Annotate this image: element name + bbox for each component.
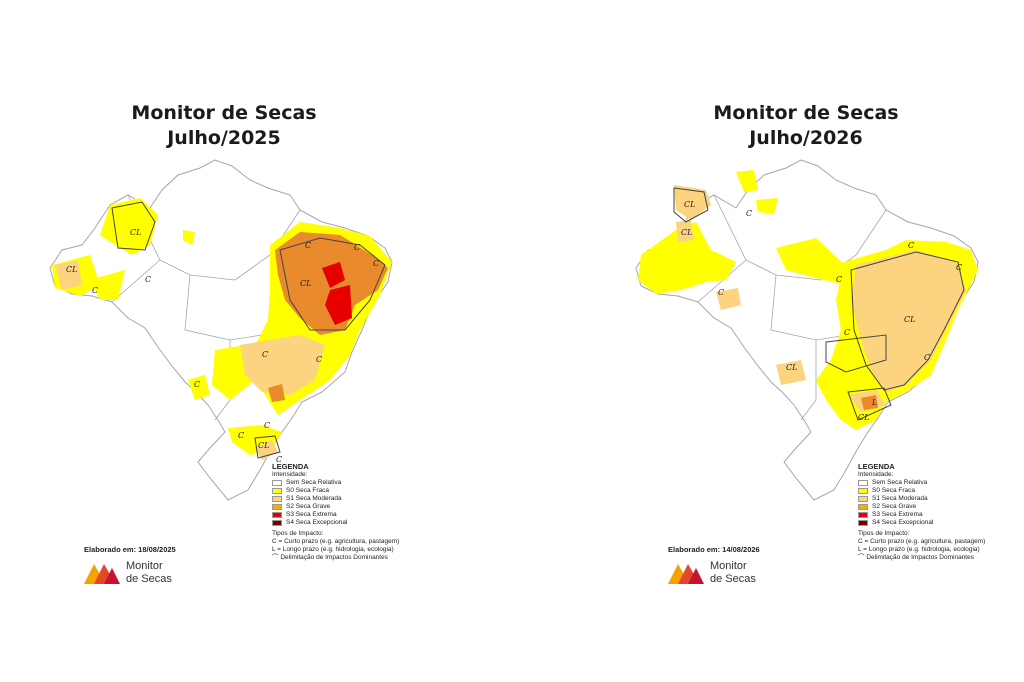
legend-item: Sem Seca Relativa <box>858 479 985 487</box>
legend-item: S4 Seca Excepcional <box>858 519 985 527</box>
brazil-drought-map: CL CL C C CL C C C C C C C C CL C <box>49 159 393 501</box>
impact-label: C <box>92 286 98 295</box>
monitor-de-secas-logo: Monitor de Secas <box>666 560 756 586</box>
legend-impact-title: Tipos de Impacto: <box>858 530 910 537</box>
impact-label: C <box>305 241 311 250</box>
s1-areas <box>55 260 325 460</box>
impact-delimitation-lines <box>111 201 386 459</box>
map-title: Monitor de Secas Julho/2026 <box>666 101 946 151</box>
map-title-line2: Julho/2026 <box>749 127 863 149</box>
legend-item: S4 Seca Excepcional <box>272 519 399 527</box>
impact-label: CL <box>130 228 141 237</box>
legend-subtitle: Intensidade: <box>272 471 308 478</box>
map-title: Monitor de Secas Julho/2025 <box>84 101 364 151</box>
legend-item: S3 Seca Extrema <box>858 511 985 519</box>
monitor-de-secas-logo: Monitor de Secas <box>82 560 172 586</box>
legend-subtitle: Intensidade: <box>858 471 894 478</box>
map-legend: LEGENDA Intensidade: Sem Seca Relativa S… <box>858 463 985 562</box>
legend-item: S3 Seca Extrema <box>272 511 399 519</box>
impact-label: C <box>718 288 724 297</box>
impact-label: CL <box>66 265 77 274</box>
legend-item: S0 Seca Fraca <box>272 487 399 495</box>
legend-item: S1 Seca Moderada <box>858 495 985 503</box>
drought-map-panel-2026: Monitor de Secas Julho/2026 <box>586 0 1024 682</box>
impact-label: CL <box>904 315 915 324</box>
s3-areas <box>322 262 352 325</box>
legend-impact-c: C = Curto prazo (e.g. agricultura, pasta… <box>858 538 986 545</box>
impact-labels: CL CL C C CL C C C C C C C C CL C <box>66 228 379 464</box>
impact-label: CL <box>681 228 692 237</box>
impact-label: C <box>924 353 930 362</box>
legend-item: S2 Seca Grave <box>272 503 399 511</box>
impact-label: CL <box>786 363 797 372</box>
impact-label: C <box>145 275 151 284</box>
impact-label: C <box>316 355 322 364</box>
impact-label: C <box>373 259 379 268</box>
elaborado-date: Elaborado em: 18/08/2025 <box>84 545 176 554</box>
logo-mark-icon <box>668 564 704 584</box>
impact-label: C <box>238 431 244 440</box>
impact-label: C <box>746 209 752 218</box>
impact-label: CL <box>300 279 311 288</box>
map-title-line1: Monitor de Secas <box>713 102 899 124</box>
impact-label: C <box>844 328 850 337</box>
legend-impact-c: C = Curto prazo (e.g. agricultura, pasta… <box>272 538 400 545</box>
legend-impact-line: ⌒ Delimitação de Impactos Dominantes <box>272 554 388 561</box>
impact-label: C <box>276 455 282 464</box>
impact-label: C <box>836 275 842 284</box>
legend-impact-l: L = Longo prazo (e.g. hidrologia, ecolog… <box>272 546 394 553</box>
s2-areas <box>861 395 878 410</box>
impact-delimitation-lines <box>673 187 965 421</box>
map-legend: LEGENDA Intensidade: Sem Seca Relativa S… <box>272 463 399 562</box>
impact-label: C <box>354 243 360 252</box>
elaborado-date: Elaborado em: 14/08/2026 <box>668 545 760 554</box>
legend-title: LEGENDA <box>858 462 895 471</box>
impact-label: C <box>908 241 914 250</box>
impact-label: C <box>194 380 200 389</box>
legend-item: Sem Seca Relativa <box>272 479 399 487</box>
legend-impact-line: ⌒ Delimitação de Impactos Dominantes <box>858 554 974 561</box>
map-title-line1: Monitor de Secas <box>131 102 317 124</box>
logo-mark-icon <box>84 564 120 584</box>
impact-label: C <box>262 350 268 359</box>
impact-label: C <box>956 263 962 272</box>
legend-title: LEGENDA <box>272 462 309 471</box>
map-title-line2: Julho/2025 <box>167 127 281 149</box>
brazil-drought-map: CL CL C C C C CL C C CL C CL L <box>635 159 979 501</box>
logo-text: Monitor de Secas <box>126 560 172 585</box>
impact-label: CL <box>258 441 269 450</box>
logo-text: Monitor de Secas <box>710 560 756 585</box>
impact-label: L <box>871 398 877 407</box>
legend-item: S1 Seca Moderada <box>272 495 399 503</box>
legend-impact-title: Tipos de Impacto: <box>272 530 324 537</box>
impact-label: CL <box>858 413 869 422</box>
impact-labels: CL CL C C C C CL C C CL C CL L <box>681 200 962 422</box>
legend-item: S0 Seca Fraca <box>858 487 985 495</box>
legend-impact-l: L = Longo prazo (e.g. hidrologia, ecolog… <box>858 546 980 553</box>
legend-item: S2 Seca Grave <box>858 503 985 511</box>
drought-map-panel-2025: Monitor de Secas Julho/2025 <box>49 101 399 586</box>
impact-label: CL <box>684 200 695 209</box>
impact-label: C <box>264 421 270 430</box>
s1-areas <box>674 185 966 412</box>
